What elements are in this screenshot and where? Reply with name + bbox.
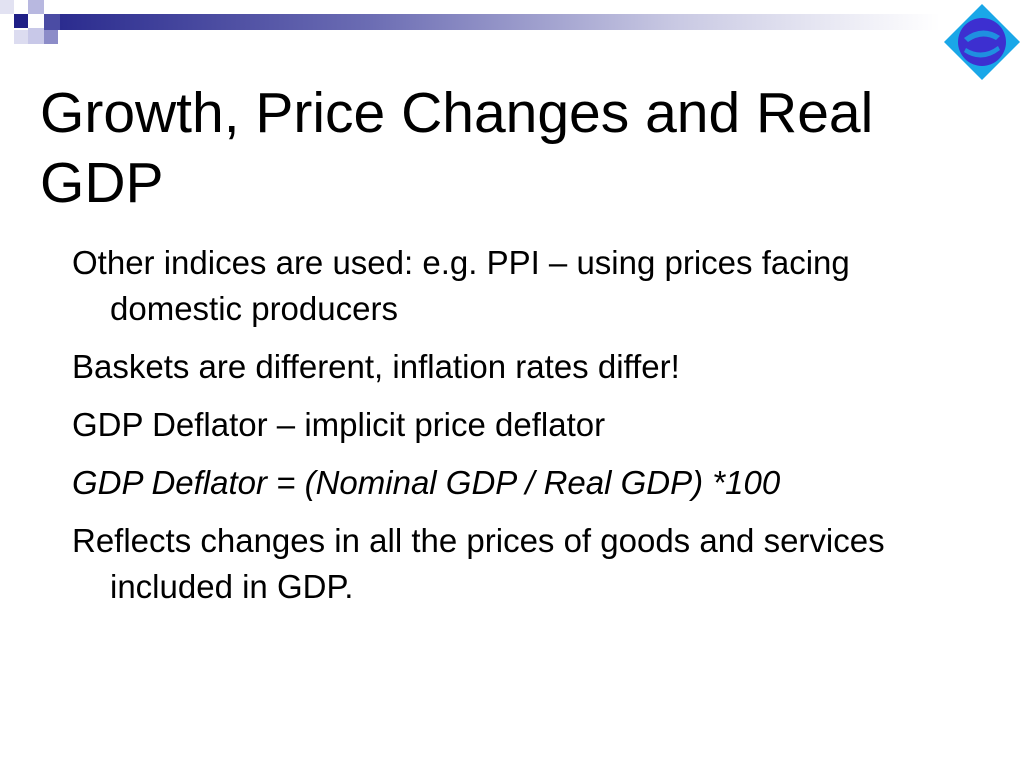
slide-title: Growth, Price Changes and Real GDP (40, 81, 874, 215)
formula-bullet-item: GDP Deflator = (Nominal GDP / Real GDP) … (72, 464, 781, 501)
globe-diamond-icon (944, 4, 1020, 80)
decorative-square (14, 30, 28, 44)
decorative-square (28, 0, 44, 14)
decorative-square (0, 0, 14, 14)
header-gradient-bar (60, 14, 940, 30)
bullet-item: Baskets are different, inflation rates d… (72, 348, 680, 385)
decorative-square (44, 30, 58, 44)
decorative-square (44, 14, 60, 30)
bullet-list: Other indices are used: e.g. PPI – using… (72, 240, 952, 622)
bullet-item: Other indices are used: e.g. PPI – using… (72, 244, 850, 327)
decorative-square (28, 28, 44, 44)
bullet-item: GDP Deflator – implicit price deflator (72, 406, 606, 443)
decorative-square (14, 14, 28, 28)
bullet-item: Reflects changes in all the prices of go… (72, 522, 885, 605)
